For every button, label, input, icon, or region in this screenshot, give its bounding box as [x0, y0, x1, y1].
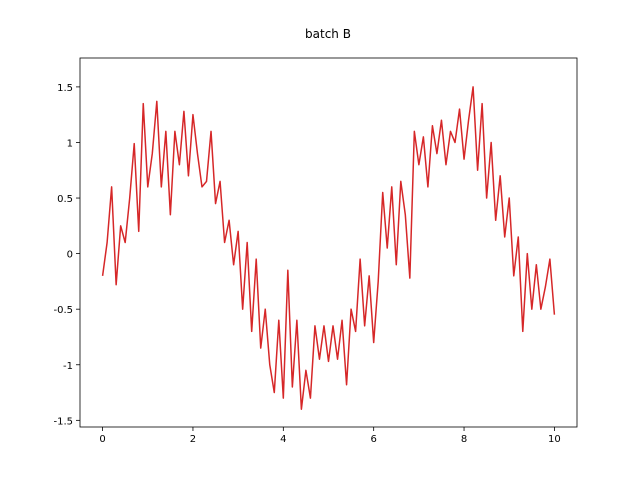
y-tick-label: -1 [63, 361, 73, 372]
x-tick-label: 4 [280, 434, 286, 445]
y-tick-label: -0.5 [53, 305, 73, 316]
y-tick-label: 1.5 [57, 83, 73, 94]
x-tick-label: 6 [370, 434, 376, 445]
x-tick-label: 8 [461, 434, 467, 445]
x-tick-label: 10 [548, 434, 561, 445]
y-tick-label: 0.5 [57, 194, 73, 205]
axes-frame [79, 57, 578, 428]
x-tick-label: 2 [190, 434, 196, 445]
x-tick-label: 0 [99, 434, 105, 445]
y-tick-label: -1.5 [53, 416, 73, 427]
y-tick-label: 1 [67, 138, 73, 149]
line [101, 86, 556, 410]
y-tick-label: 0 [67, 250, 73, 261]
chart-title: batch B [305, 27, 351, 41]
